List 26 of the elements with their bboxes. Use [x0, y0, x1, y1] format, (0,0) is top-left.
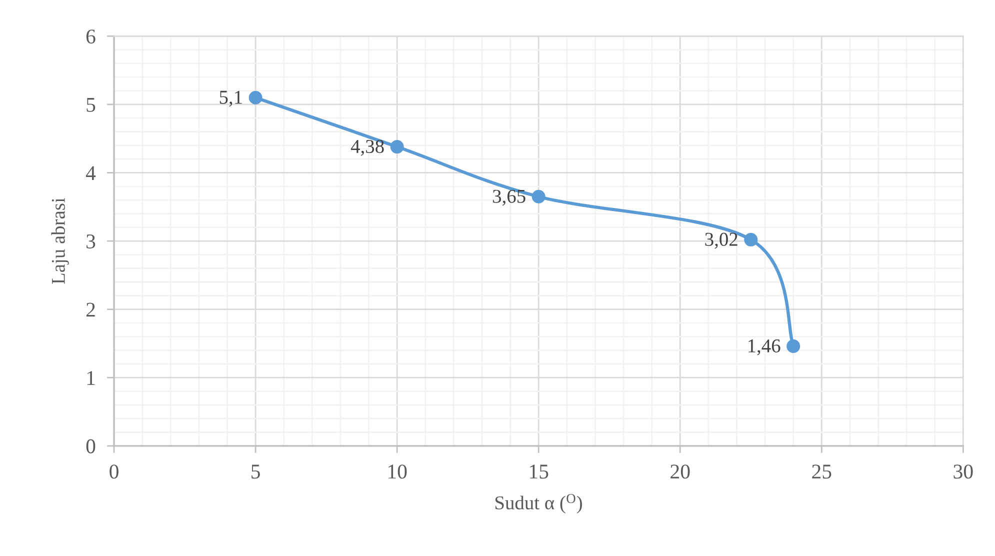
- x-tick-label: 10: [388, 464, 407, 479]
- x-tick-label: 5: [252, 464, 260, 479]
- point: [390, 140, 404, 154]
- y-tick-label: 2: [86, 302, 95, 317]
- x-tick-label: 30: [954, 464, 973, 479]
- data-label: 4,38: [350, 140, 384, 156]
- y-tick-label: 3: [86, 234, 96, 248]
- x-axis-title: Sudut α ($^{O}$): [495, 494, 582, 514]
- x-tick-label: 25: [812, 464, 832, 479]
- y-tick-label: 6: [86, 30, 96, 44]
- y-tick-label: 5: [86, 98, 96, 112]
- y-tick-label: 4: [86, 166, 96, 180]
- point: [744, 232, 758, 246]
- data-label: 3,65: [492, 190, 526, 206]
- point: [786, 339, 800, 353]
- y-tick-label: 1: [87, 371, 95, 385]
- data-label: 1,46: [748, 339, 780, 356]
- x-tick-label: 15: [530, 464, 548, 479]
- y-tick-label: 0: [86, 439, 96, 454]
- x-tick-label: 20: [670, 464, 690, 479]
- data-label: 5,1: [220, 90, 242, 107]
- y-axis-title: Laju abrasi: [51, 198, 69, 284]
- point: [248, 90, 262, 104]
- data-label: 3,02: [705, 232, 738, 249]
- x-tick-label: 0: [110, 464, 118, 479]
- point: [532, 190, 546, 204]
